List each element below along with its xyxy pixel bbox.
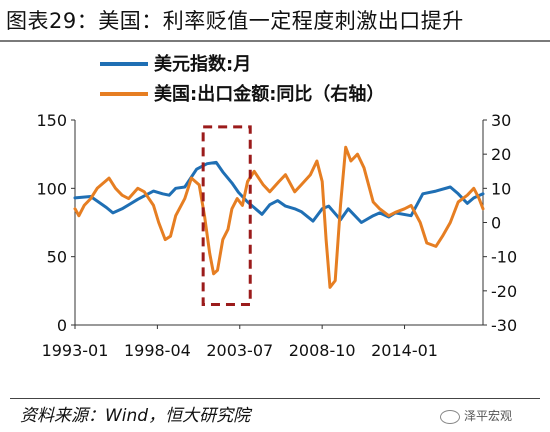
chart: 0 50 100 150 -30 -20 -10 0 10 20 30 1993-01 1998-04 2…	[36, 53, 517, 360]
left-axis-tick-label: 50	[47, 248, 67, 267]
legend-label: 美国:出口金额:同比（右轴）	[154, 83, 384, 105]
left-axis-tick-label: 100	[36, 179, 67, 198]
right-axis-tick-label: -30	[491, 316, 517, 335]
title-divider	[0, 40, 550, 42]
highlight-box	[201, 125, 252, 307]
footer-divider	[10, 398, 540, 399]
right-axis-tick-label: 0	[491, 214, 501, 233]
watermark-text: 泽平宏观	[464, 409, 513, 423]
right-axis-tick-label: -20	[491, 282, 517, 301]
legend-label: 美元指数:月	[154, 53, 251, 75]
left-axis-tick-label: 150	[36, 111, 67, 130]
right-axis-tick-label: 30	[491, 111, 511, 130]
x-axis-tick-label: 1993-01	[42, 341, 109, 360]
x-axis-tick-label: 2008-10	[289, 341, 356, 360]
source-note: 资料来源：Wind，恒大研究院	[20, 406, 251, 426]
wechat-icon	[440, 409, 460, 424]
exports-yoy-line	[73, 145, 485, 289]
chart-title: 图表29：美国：利率贬值一定程度刺激出口提升	[6, 9, 464, 33]
usd-index-line	[73, 160, 485, 224]
right-axis-tick-label: -10	[491, 248, 517, 267]
right-axis-tick-label: 20	[491, 145, 511, 164]
x-axis-tick-label: 2014-01	[371, 341, 438, 360]
left-axis-tick-label: 0	[57, 316, 67, 335]
watermark: 泽平宏观	[440, 405, 512, 427]
x-axis-tick-label: 1998-04	[124, 341, 191, 360]
x-axis-tick-label: 2003-07	[206, 341, 273, 360]
right-axis-tick-label: 10	[491, 179, 511, 198]
